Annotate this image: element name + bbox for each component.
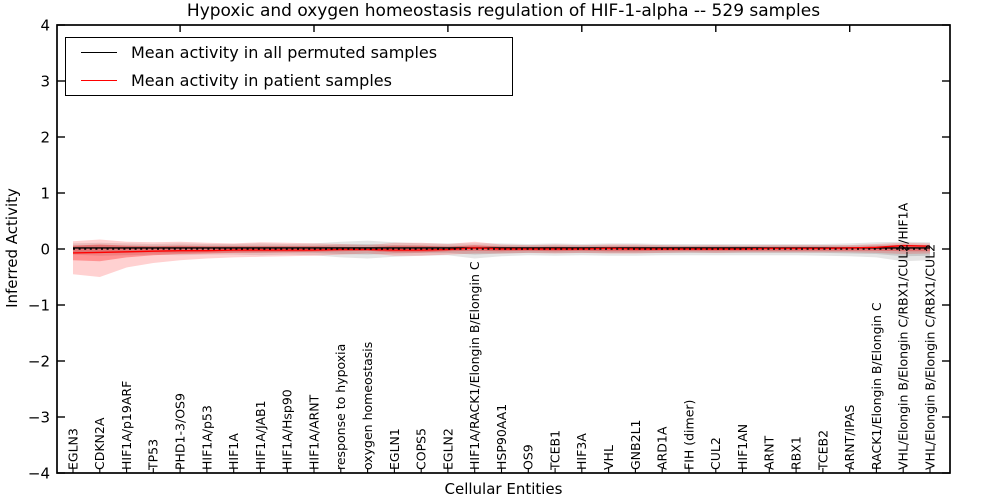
x-tick-label: VHL/Elongin B/Elongin C/RBX1/CUL2/HIF1A: [896, 202, 911, 470]
legend-entry-patient: Mean activity in patient samples: [66, 67, 512, 93]
x-tick-label: EGLN1: [387, 428, 402, 470]
y-tick-label: 0: [40, 241, 50, 259]
x-tick-label: RBX1: [789, 436, 804, 470]
series-line-1: [72, 244, 931, 254]
x-tick-label: EGLN2: [440, 428, 455, 470]
y-tick-label: 4: [40, 17, 50, 35]
x-tick-label: VHL/Elongin B/Elongin C/RBX1/CUL2: [922, 244, 937, 470]
x-tick-label: HIF1A/p53: [199, 405, 214, 470]
x-tick-label: TP53: [146, 439, 161, 471]
x-tick-label: HIF1A: [226, 433, 241, 470]
x-tick-label: TCEB2: [815, 430, 830, 471]
band-1: [73, 244, 930, 257]
x-tick-label: response to hypoxia: [333, 344, 348, 470]
band-0: [73, 240, 930, 262]
x-tick-label: HIF1AN: [735, 424, 750, 470]
y-tick-label: 3: [40, 73, 50, 91]
y-tick-label: 2: [40, 129, 50, 147]
y-tick-label: 1: [40, 185, 50, 203]
legend-label-permuted: Mean activity in all permuted samples: [131, 43, 438, 63]
x-tick-label: CDKN2A: [92, 417, 107, 470]
x-tick-label: ARNT/IPAS: [842, 405, 857, 470]
legend-line-sample-red: [81, 79, 117, 81]
y-tick-label: −3: [28, 409, 50, 427]
x-tick-label: FIH (dimer): [681, 400, 696, 470]
x-tick-label: CUL2: [708, 437, 723, 470]
x-tick-label: HIF1A/JAB1: [253, 400, 268, 470]
x-tick-label: RACK1/Elongin B/Elongin C: [869, 302, 884, 470]
legend-line-sample-black: [81, 52, 117, 54]
y-tick-label: −2: [28, 353, 50, 371]
x-tick-label: HIF1A/p19ARF: [119, 381, 134, 470]
x-tick-label: EGLN3: [65, 428, 80, 470]
y-axis-label: Inferred Activity: [3, 188, 21, 308]
x-tick-label: oxygen homeostasis: [360, 342, 375, 470]
x-tick-label: HIF1A/RACK1/Elongin B/Elongin C: [467, 261, 482, 470]
x-tick-label: ARD1A: [655, 426, 670, 470]
x-axis-label: Cellular Entities: [444, 480, 563, 498]
x-tick-label: OS9: [521, 444, 536, 470]
legend: Mean activity in all permuted samples Me…: [65, 37, 513, 96]
band-2: [73, 239, 930, 277]
legend-entry-permuted: Mean activity in all permuted samples: [66, 40, 512, 66]
y-tick-label: −1: [28, 297, 50, 315]
x-tick-label: PHD1-3/OS9: [173, 393, 188, 470]
x-tick-label: HIF1A/ARNT: [306, 394, 321, 470]
legend-label-patient: Mean activity in patient samples: [131, 70, 392, 90]
x-tick-label: TCEB1: [548, 430, 563, 471]
x-tick-label: HIF1A/Hsp90: [280, 389, 295, 470]
x-tick-label: VHL: [601, 445, 616, 470]
x-tick-label: COPS5: [414, 428, 429, 470]
x-tick-label: ARNT: [762, 435, 777, 470]
chart-title: Hypoxic and oxygen homeostasis regulatio…: [186, 1, 821, 21]
x-tick-label: HIF3A: [574, 433, 589, 470]
x-tick-label: GNB2L1: [628, 420, 643, 470]
y-tick-label: −4: [28, 465, 50, 483]
x-tick-label: HSP90AA1: [494, 404, 509, 470]
